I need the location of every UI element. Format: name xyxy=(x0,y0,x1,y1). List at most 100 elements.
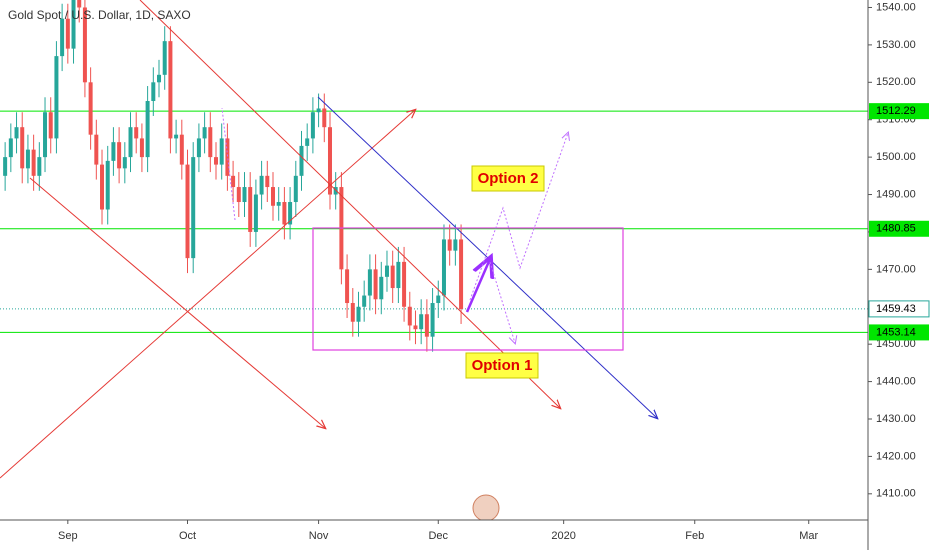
candle-body xyxy=(151,82,156,102)
trend-line xyxy=(29,177,325,428)
candle-body xyxy=(82,7,87,83)
y-tick-label: 1500.00 xyxy=(876,151,916,163)
annotation: Option 2 xyxy=(478,170,539,187)
forecast-path xyxy=(489,261,515,343)
candle-body xyxy=(413,325,418,330)
x-tick-label: Mar xyxy=(799,530,818,542)
price-level-label: 1512.29 xyxy=(876,105,916,117)
candle-body xyxy=(8,138,13,158)
candle-body xyxy=(316,108,321,113)
candle-body xyxy=(202,127,207,139)
candle-body xyxy=(441,239,446,296)
candle-body xyxy=(31,149,36,176)
candle-body xyxy=(14,127,19,139)
candle-body xyxy=(60,18,65,57)
candle-body xyxy=(179,134,184,165)
candle-body xyxy=(196,138,201,158)
candle-body xyxy=(384,265,389,277)
candle-body xyxy=(305,138,310,146)
candle-body xyxy=(350,303,355,322)
price-level-tag xyxy=(869,103,929,120)
x-tick-label: Oct xyxy=(179,530,196,542)
candle-body xyxy=(407,306,412,326)
plot-area xyxy=(0,0,868,352)
candle-body xyxy=(185,164,190,259)
candle-body xyxy=(134,127,139,139)
candle-body xyxy=(94,134,99,165)
candle-body xyxy=(282,202,287,225)
candle-body xyxy=(379,276,384,300)
y-tick-label: 1470.00 xyxy=(876,263,916,275)
candle-body xyxy=(54,56,59,139)
candle-body xyxy=(214,157,219,165)
candle-body xyxy=(128,127,133,158)
candle-body xyxy=(157,74,162,83)
candle-body xyxy=(208,127,213,158)
forecast-path xyxy=(469,133,568,301)
last-price-tag xyxy=(868,300,930,318)
candle-body xyxy=(117,142,122,169)
candle-body xyxy=(236,187,241,203)
forecast-path xyxy=(221,107,236,221)
candle-body xyxy=(436,295,441,304)
y-tick-label: 1520.00 xyxy=(876,76,916,88)
candle-body xyxy=(293,175,298,203)
x-tick-label: Sep xyxy=(58,530,78,542)
candle-body xyxy=(225,138,230,176)
candle-body xyxy=(276,202,281,206)
candle-body xyxy=(65,18,70,49)
candle-body xyxy=(310,112,315,139)
candle-body xyxy=(88,82,93,135)
candle-body xyxy=(362,295,367,307)
candle-body xyxy=(122,157,127,169)
candle-body xyxy=(265,175,270,188)
trend-line xyxy=(0,110,415,479)
candle-body xyxy=(3,157,8,176)
candle-body xyxy=(430,303,435,337)
candle-body xyxy=(373,269,378,300)
range-box xyxy=(312,227,624,351)
candle-body xyxy=(270,187,275,206)
price-level-tag xyxy=(869,324,929,341)
candle-body xyxy=(396,261,401,289)
candle-body xyxy=(174,134,179,139)
y-tick-label: 1450.00 xyxy=(876,338,916,350)
drawings: Option 2 Option 1 xyxy=(0,0,657,522)
candle-body xyxy=(20,127,25,169)
candle-body xyxy=(447,239,452,251)
candle-body xyxy=(453,239,458,251)
candle-body xyxy=(419,314,424,330)
y-tick-label: 1410.00 xyxy=(876,488,916,500)
candle-body xyxy=(111,142,116,161)
candle-body xyxy=(288,202,293,225)
candle-body xyxy=(77,0,82,8)
annotation: Option 1 xyxy=(472,357,533,374)
forecast-arrow xyxy=(465,259,490,313)
y-tick-label: 1440.00 xyxy=(876,375,916,387)
candle-body xyxy=(105,160,110,210)
candle-body xyxy=(390,265,395,289)
x-tick-label: Dec xyxy=(428,530,448,542)
candle-body xyxy=(327,127,332,195)
candle-body xyxy=(231,175,236,188)
candle-body xyxy=(459,239,464,310)
candle-body xyxy=(191,157,196,259)
x-axis-bg xyxy=(0,520,932,550)
candle-body xyxy=(139,138,144,158)
price-level-tag xyxy=(869,220,929,237)
y-tick-label: 1420.00 xyxy=(876,450,916,462)
trend-line xyxy=(139,0,560,408)
chart-title: Gold Spot / U.S. Dollar, 1D, SAXO xyxy=(8,8,191,22)
candle-body xyxy=(322,108,327,128)
candle-body xyxy=(37,157,42,176)
candle-body xyxy=(43,112,48,158)
logo xyxy=(472,494,500,522)
candle-body xyxy=(402,261,407,307)
candle-body xyxy=(253,194,258,232)
annotation-box xyxy=(465,352,539,379)
candle-body xyxy=(71,0,76,49)
axes: 1410.001420.001430.001440.001450.001460.… xyxy=(58,1,930,542)
candle-body xyxy=(242,187,247,203)
